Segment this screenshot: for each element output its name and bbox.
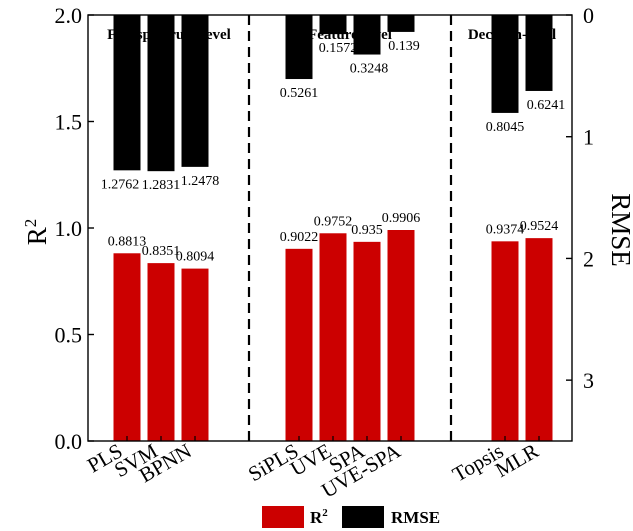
left-axis-title-superscript: 2 [21, 219, 40, 228]
rmse-value-label-topsis: 0.8045 [486, 120, 525, 135]
left-axis-title: R2 [21, 219, 52, 246]
r2-bar-uve-spa [387, 230, 415, 441]
rmse-value-label-uve: 0.1572 [319, 41, 358, 56]
left-axis-tick-label-2-0: 2.0 [55, 3, 83, 28]
rmse-value-label-bpnn: 1.2478 [181, 174, 220, 189]
rmse-bar-pls [113, 15, 141, 171]
left-axis-tick-label-0-5: 0.5 [55, 323, 83, 348]
legend-label-rmse: RMSE [391, 508, 440, 527]
rmse-value-label-sipls: 0.5261 [280, 86, 319, 101]
rmse-bar-svm [147, 15, 175, 172]
r2-bar-topsis [491, 241, 519, 441]
rmse-value-label-uve-spa: 0.139 [388, 39, 420, 54]
r2-value-label-uve-spa: 0.9906 [382, 211, 421, 226]
rmse-bar-uve [319, 15, 347, 35]
r2-value-label-topsis: 0.9374 [486, 222, 525, 237]
r2-value-label-pls: 0.8813 [108, 234, 147, 249]
right-axis-tick-label-2: 2 [583, 246, 594, 271]
rmse-bar-topsis [491, 15, 519, 113]
rmse-value-label-mlr: 0.6241 [527, 98, 566, 113]
rmse-bar-sipls [285, 15, 313, 80]
r2-bar-sipls [285, 248, 313, 441]
rmse-value-label-svm: 1.2831 [142, 178, 181, 193]
r2-bar-spa [353, 241, 381, 441]
right-axis-tick-label-3: 3 [583, 368, 594, 393]
rmse-bar-bpnn [181, 15, 209, 167]
legend-label-r2: R2 [310, 507, 328, 527]
r2-bar-pls [113, 253, 141, 441]
r2-bar-mlr [525, 238, 553, 441]
r2-bar-bpnn [181, 268, 209, 441]
legend-label-r2-superscript: 2 [322, 507, 328, 519]
r2-value-label-mlr: 0.9524 [520, 219, 559, 234]
group-title-3: Decision-level [468, 27, 556, 43]
legend-swatch-r2 [262, 506, 304, 528]
rmse-bar-spa [353, 15, 381, 55]
r2-value-label-uve: 0.9752 [314, 214, 353, 229]
r2-value-label-bpnn: 0.8094 [176, 250, 215, 265]
r2-bar-svm [147, 263, 175, 441]
r2-value-label-spa: 0.935 [351, 223, 383, 238]
right-axis-tick-label-0: 0 [583, 3, 594, 28]
r2-value-label-svm: 0.8351 [142, 244, 181, 259]
rmse-value-label-spa: 0.3248 [350, 62, 389, 77]
right-axis-tick-label-1: 1 [583, 125, 594, 150]
right-axis-title: RMSE [606, 193, 633, 267]
group-title-2: Feature-level [308, 27, 392, 43]
left-axis-tick-label-0-0: 0.0 [55, 429, 83, 454]
group-title-1: Full spectrum-level [107, 27, 231, 43]
rmse-value-label-pls: 1.2762 [101, 177, 140, 192]
rmse-bar-mlr [525, 15, 553, 91]
legend-swatch-rmse [342, 506, 384, 528]
r2-bar-uve [319, 233, 347, 441]
left-axis-tick-label-1-5: 1.5 [55, 110, 83, 135]
r2-value-label-sipls: 0.9022 [280, 230, 319, 245]
rmse-bar-uve-spa [387, 15, 415, 32]
left-axis-tick-label-1-0: 1.0 [55, 216, 83, 241]
